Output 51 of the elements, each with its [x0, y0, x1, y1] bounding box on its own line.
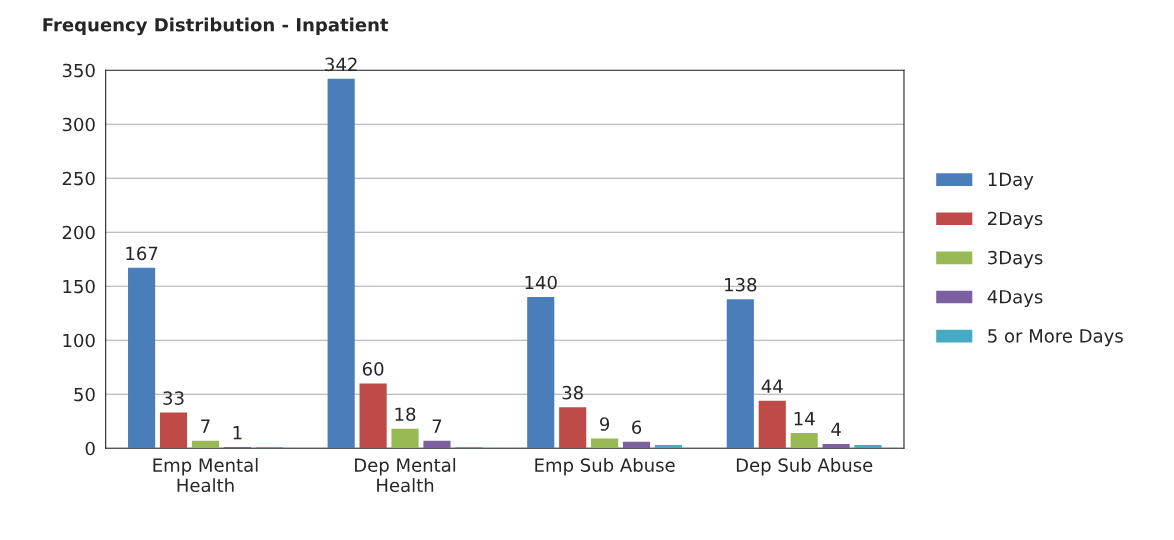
y-tick-label: 150: [63, 279, 95, 294]
legend-label: 1Day: [988, 172, 1034, 190]
bar: [854, 444, 882, 449]
bar: [726, 299, 754, 449]
data-label: 6: [632, 420, 642, 435]
bar: [654, 444, 683, 449]
bar: [423, 440, 451, 449]
bar: [128, 267, 156, 449]
x-tick-label: Dep Mental Health: [355, 457, 456, 493]
y-tick-label: 300: [62, 117, 95, 132]
y-tick-label: 100: [63, 333, 95, 348]
data-label: 167: [126, 246, 158, 261]
x-tick-label: Emp Mental Health: [153, 457, 258, 493]
bar: [527, 297, 555, 449]
data-label: 342: [325, 57, 357, 72]
bar: [391, 428, 419, 449]
y-tick-label: 0: [85, 441, 95, 456]
x-tick-label: Emp Sub Abuse: [535, 457, 675, 476]
data-label: 14: [794, 411, 815, 426]
data-label: 7: [432, 419, 442, 433]
y-tick-label: 250: [62, 171, 95, 186]
bar: [327, 78, 355, 449]
data-label: 18: [395, 407, 416, 422]
x-tick-label: Dep Sub Abuse: [736, 457, 873, 476]
data-label: 138: [725, 277, 757, 292]
data-label: 33: [163, 391, 184, 405]
bar: [359, 383, 387, 449]
y-tick-label: 200: [62, 225, 95, 240]
bar: [622, 441, 651, 449]
data-label: 140: [525, 275, 557, 290]
bar: [159, 412, 188, 449]
data-label: 44: [761, 379, 783, 393]
data-label: 38: [562, 385, 583, 400]
data-label: 1: [233, 426, 242, 440]
data-label: 60: [362, 362, 384, 376]
legend-label: 2Days: [988, 211, 1043, 229]
legend-label: 3Days: [988, 250, 1043, 268]
data-label: 9: [600, 417, 610, 431]
data-label: 7: [201, 419, 210, 433]
bar: [758, 400, 786, 449]
y-tick-label: 50: [74, 387, 95, 402]
bar: [191, 440, 220, 449]
bar: [559, 407, 587, 449]
bar: [790, 433, 818, 449]
data-label: 4: [831, 422, 841, 436]
legend-label: 4Days: [987, 290, 1043, 308]
bar: [591, 438, 619, 449]
y-tick-label: 350: [62, 63, 95, 78]
legend-label: 5 or More Days: [988, 329, 1123, 347]
bar: [822, 443, 850, 449]
chart-title: Frequency Distribution - Inpatient: [43, 17, 389, 36]
